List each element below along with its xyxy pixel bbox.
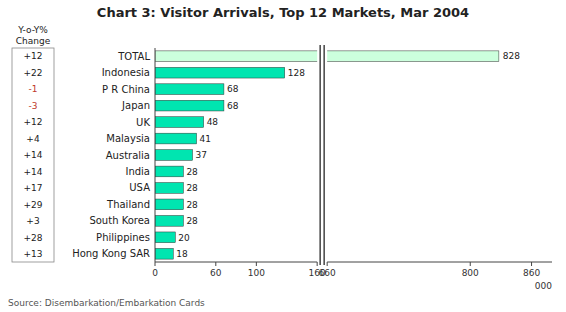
yoy-label: +4 bbox=[26, 134, 40, 144]
category-label: USA bbox=[129, 182, 150, 193]
bar bbox=[155, 150, 192, 161]
data-label: 37 bbox=[195, 150, 206, 160]
title: Chart 3: Visitor Arrivals, Top 12 Market… bbox=[97, 5, 469, 20]
bars-left bbox=[155, 51, 317, 259]
x-tick bbox=[256, 262, 257, 266]
yoy-label: +14 bbox=[24, 150, 43, 160]
source: Source: Disembarkation/Embarkation Cards bbox=[8, 298, 205, 308]
yoy-label: +29 bbox=[24, 200, 43, 210]
x-tick-label: 100 bbox=[248, 268, 265, 278]
x-tick bbox=[317, 262, 318, 266]
bar bbox=[155, 67, 285, 78]
category-label: P R China bbox=[102, 84, 150, 95]
category-label: TOTAL bbox=[117, 51, 150, 62]
bar bbox=[155, 133, 197, 144]
chart: Chart 3: Visitor Arrivals, Top 12 Market… bbox=[0, 0, 566, 312]
bar bbox=[155, 100, 224, 111]
data-label: 20 bbox=[178, 233, 190, 243]
x-tick-label: 660 bbox=[319, 268, 336, 278]
x-tick bbox=[155, 262, 156, 266]
bar bbox=[155, 117, 204, 128]
x-tick-label: 60 bbox=[210, 268, 222, 278]
category-label: Australia bbox=[106, 150, 150, 161]
x-axis-label: 000 bbox=[535, 281, 552, 291]
data-label: 18 bbox=[176, 249, 188, 259]
yoy-header: Y-o-Y% bbox=[17, 25, 48, 35]
yoy-label: +3 bbox=[26, 216, 39, 226]
bar bbox=[155, 199, 183, 210]
category-label: South Korea bbox=[89, 215, 150, 226]
data-label: 28 bbox=[186, 167, 198, 177]
bar bbox=[155, 232, 175, 243]
x-tick-label: 800 bbox=[462, 268, 479, 278]
x-tick bbox=[531, 262, 532, 266]
bar bbox=[155, 248, 173, 259]
x-tick bbox=[215, 262, 216, 266]
axis-break bbox=[323, 45, 325, 265]
data-label: 828 bbox=[503, 51, 520, 61]
category-label: Indonesia bbox=[102, 67, 150, 78]
x-tick-label: 860 bbox=[523, 268, 540, 278]
bar bbox=[155, 183, 183, 194]
yoy-box bbox=[12, 48, 54, 262]
bar bbox=[327, 51, 499, 62]
data-label: 28 bbox=[186, 216, 198, 226]
bar bbox=[155, 166, 183, 177]
yoy-label: +22 bbox=[24, 68, 43, 78]
yoy-label: +17 bbox=[24, 183, 43, 193]
yoy-label: +12 bbox=[24, 51, 43, 61]
data-label: 28 bbox=[186, 200, 198, 210]
category-label: India bbox=[125, 166, 150, 177]
yoy-label: -1 bbox=[29, 84, 38, 94]
yoy-label: -3 bbox=[29, 101, 38, 111]
axis-break bbox=[319, 45, 321, 265]
x-axis bbox=[327, 262, 552, 263]
data-label: 41 bbox=[200, 134, 211, 144]
x-tick-label: 0 bbox=[152, 268, 158, 278]
yoy-label: +12 bbox=[24, 117, 43, 127]
data-label: 128 bbox=[288, 68, 305, 78]
data-label: 48 bbox=[207, 117, 219, 127]
category-label: Thailand bbox=[106, 199, 150, 210]
yoy-header: Change bbox=[16, 36, 51, 46]
bar bbox=[155, 84, 224, 95]
data-label: 68 bbox=[227, 84, 239, 94]
x-tick bbox=[470, 262, 471, 266]
category-label: Philippines bbox=[96, 232, 150, 243]
data-label: 68 bbox=[227, 101, 239, 111]
x-tick bbox=[327, 262, 328, 266]
data-label: 28 bbox=[186, 183, 198, 193]
category-label: UK bbox=[136, 117, 150, 128]
yoy-label: +14 bbox=[24, 167, 43, 177]
bar bbox=[155, 215, 183, 226]
yoy-label: +28 bbox=[24, 233, 43, 243]
category-label: Japan bbox=[121, 100, 150, 111]
category-label: Malaysia bbox=[106, 133, 150, 144]
category-label: Hong Kong SAR bbox=[72, 248, 150, 259]
bar bbox=[155, 51, 317, 62]
y-axis bbox=[155, 48, 156, 262]
x-axis bbox=[155, 262, 317, 263]
yoy-label: +13 bbox=[24, 249, 43, 259]
bars-right bbox=[327, 51, 499, 62]
